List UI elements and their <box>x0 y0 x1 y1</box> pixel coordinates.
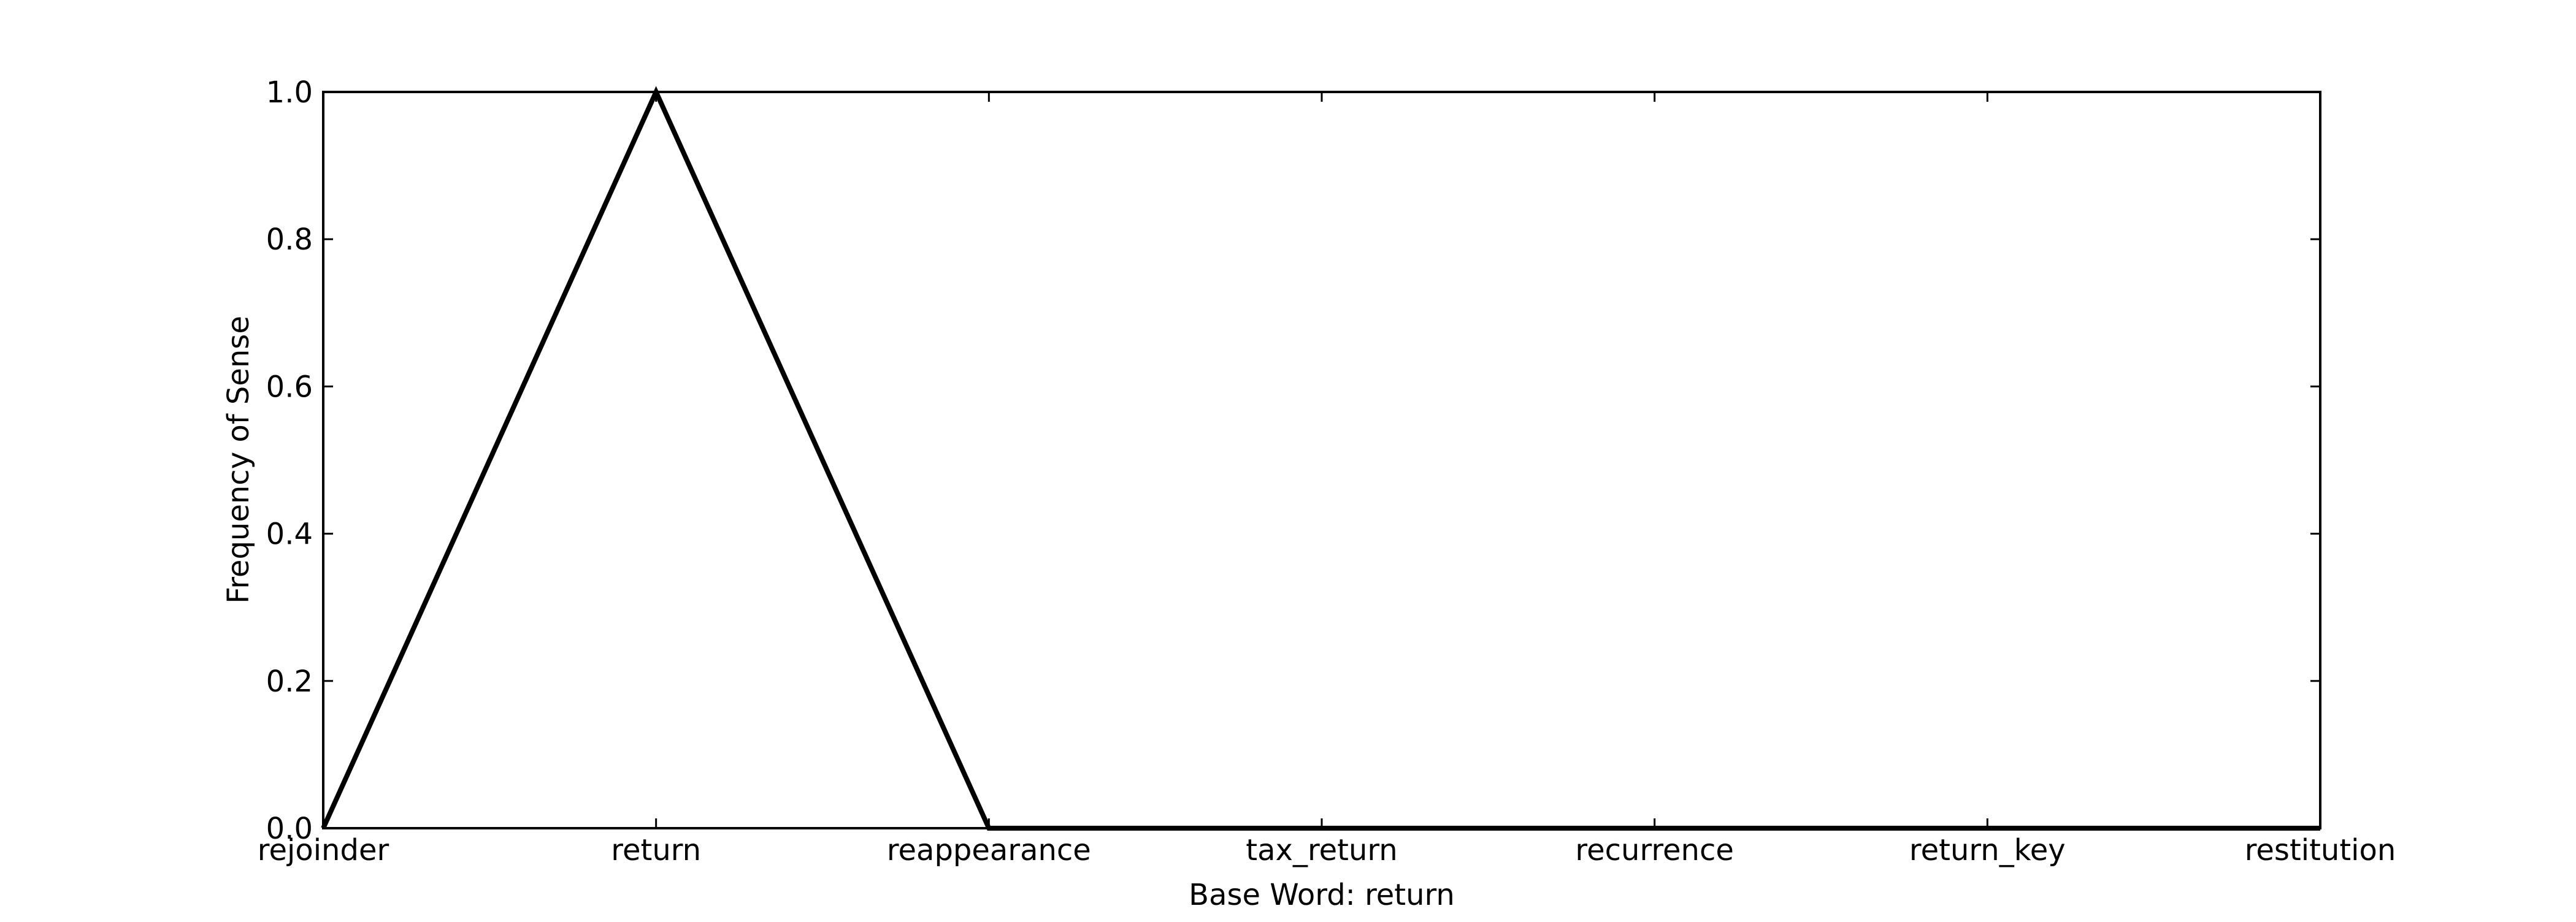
y-tick-labels: 0.0 0.2 0.4 0.6 0.8 1.0 <box>266 75 313 846</box>
y-tick-label: 0.8 <box>266 223 313 257</box>
x-tick-label: reappearance <box>887 833 1091 867</box>
tick-marks <box>322 91 2321 829</box>
x-tick-label: tax_return <box>1246 833 1397 867</box>
x-tick-label: restitution <box>2245 833 2396 867</box>
x-tick-label: return <box>611 833 701 867</box>
x-tick-label: recurrence <box>1575 833 1733 867</box>
y-tick-label: 0.0 <box>266 812 313 846</box>
x-tick-label: rejoinder <box>258 833 389 867</box>
y-axis-label: Frequency of Sense <box>221 316 256 604</box>
series-line <box>321 86 2320 831</box>
y-tick-label: 0.2 <box>266 665 313 699</box>
x-tick-labels: rejoinder return reappearance tax_return rec… <box>258 833 2396 867</box>
x-axis-label: Base Word: return <box>1189 878 1455 912</box>
y-tick-label: 0.6 <box>266 370 313 404</box>
y-tick-label: 0.4 <box>266 517 313 552</box>
plot-frame <box>322 91 2321 829</box>
series-layer <box>321 86 2320 831</box>
x-tick-label: return_key <box>1909 833 2066 867</box>
y-tick-label: 1.0 <box>266 75 313 110</box>
